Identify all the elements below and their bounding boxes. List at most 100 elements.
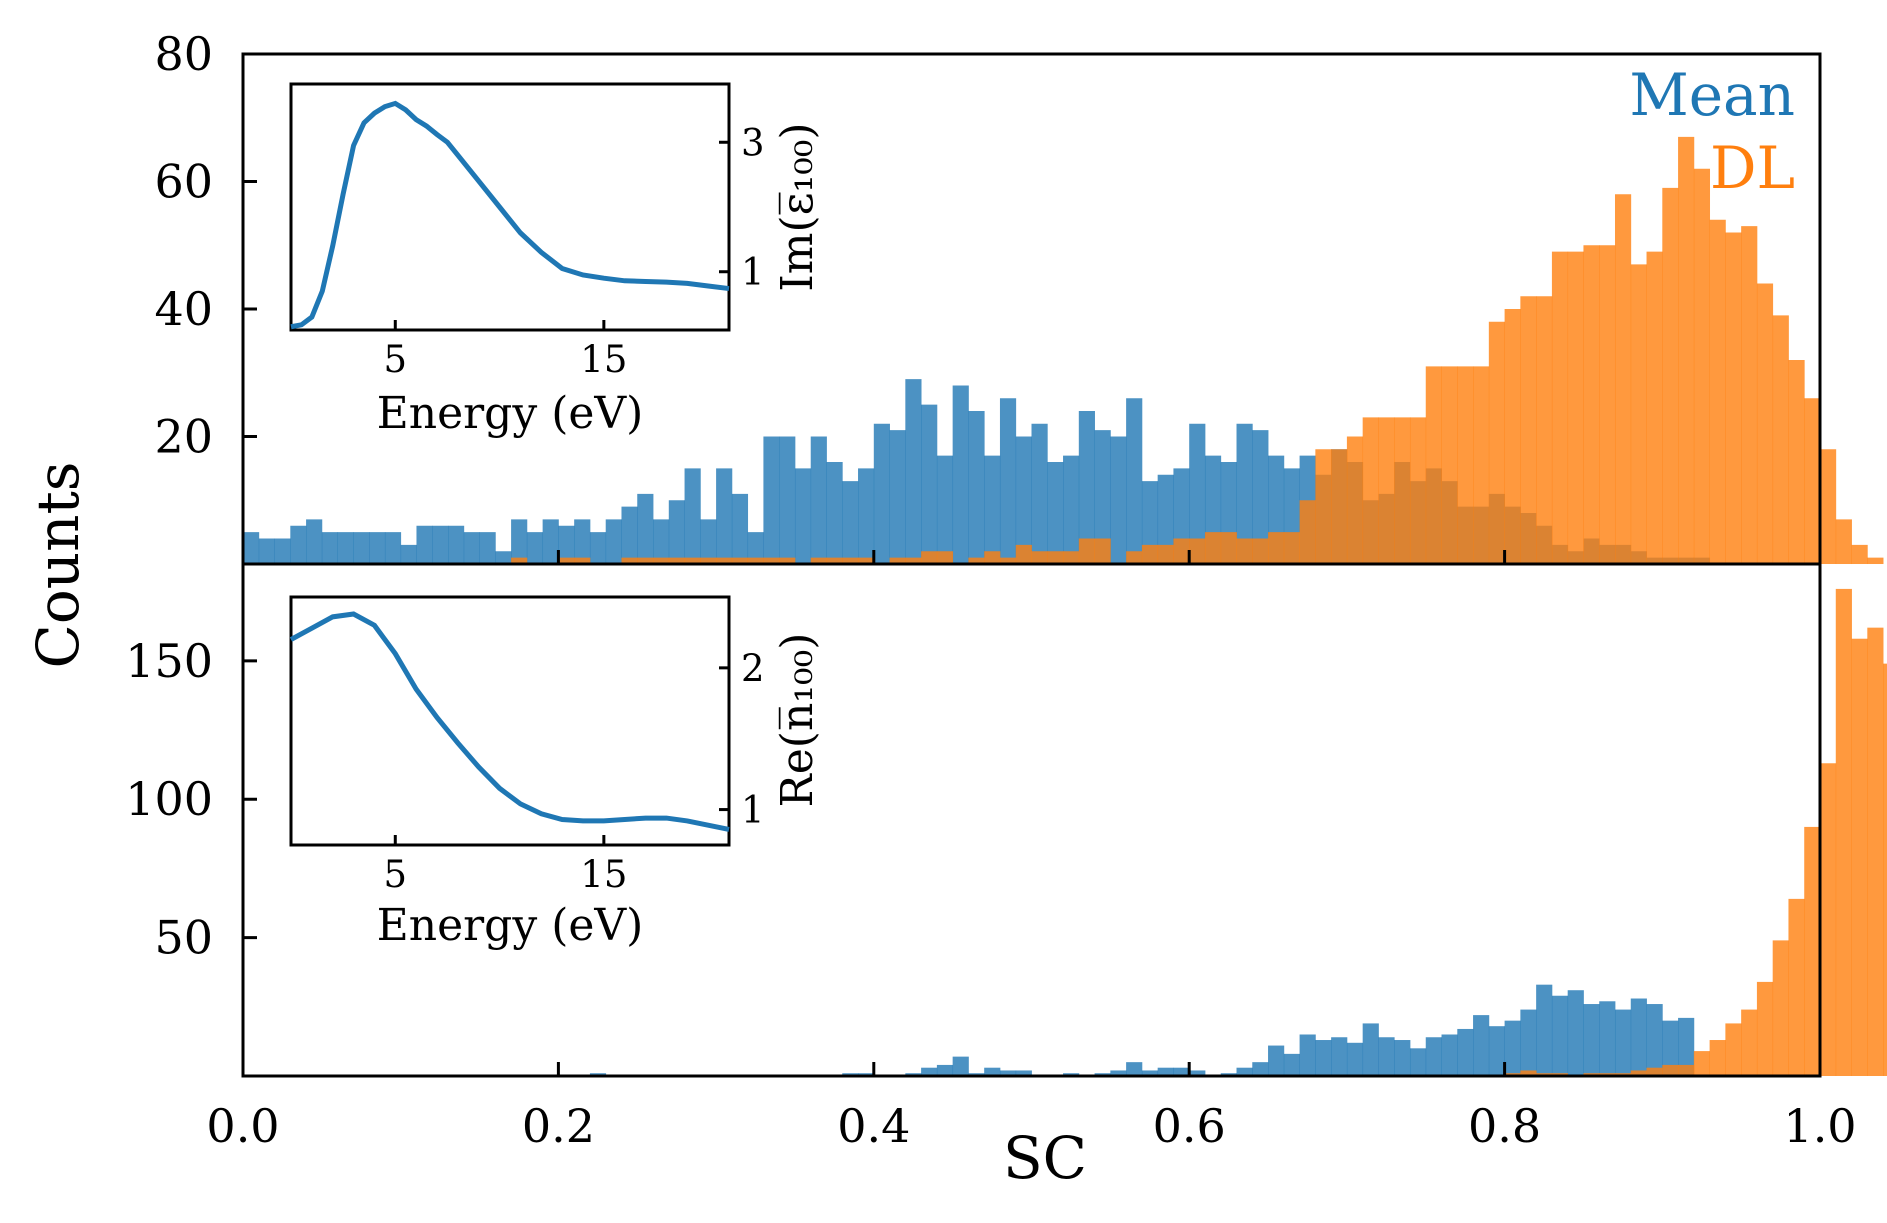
bottom-dl-bar bbox=[1867, 627, 1884, 1076]
top-mean-bar bbox=[905, 379, 922, 565]
inset-top-x-tick-label: 15 bbox=[580, 338, 627, 381]
bottom-mean-bar bbox=[1425, 1037, 1442, 1076]
top-dl-bar bbox=[1457, 366, 1474, 565]
top-mean-bar bbox=[1094, 430, 1111, 565]
bottom-dl-bar bbox=[1820, 763, 1837, 1076]
inset-bottom-x-tick-label: 15 bbox=[580, 853, 627, 896]
top-dl-bar bbox=[1252, 538, 1269, 564]
bottom-mean-bar bbox=[1583, 1004, 1600, 1076]
top-dl-bar bbox=[889, 557, 906, 565]
top-mean-bar bbox=[1047, 462, 1064, 564]
inset-top-xlabel: Energy (eV) bbox=[377, 388, 644, 439]
top-y-tick-label: 60 bbox=[154, 155, 213, 209]
bottom-mean-bar bbox=[999, 1070, 1017, 1076]
top-dl-bar bbox=[1409, 417, 1427, 565]
top-dl-bar bbox=[1599, 245, 1616, 564]
top-dl-bar bbox=[1788, 360, 1805, 564]
top-mean-bar bbox=[306, 519, 323, 565]
top-dl-bar bbox=[1441, 366, 1458, 565]
top-mean-bar bbox=[999, 398, 1017, 564]
top-dl-bar bbox=[1378, 417, 1395, 565]
bottom-y-tick-label: 150 bbox=[125, 634, 213, 688]
inset-bottom-x-tick-label: 5 bbox=[384, 853, 408, 896]
top-dl-bar bbox=[1047, 551, 1064, 564]
top-mean-bar bbox=[731, 493, 749, 565]
top-dl-bar bbox=[858, 557, 875, 565]
top-dl-bar bbox=[1236, 538, 1253, 564]
bottom-mean-bar bbox=[952, 1056, 969, 1076]
top-dl-bar bbox=[1141, 544, 1159, 565]
top-dl-bar bbox=[968, 557, 985, 565]
bottom-mean-bar bbox=[1141, 1070, 1159, 1076]
top-dl-bar bbox=[1283, 532, 1300, 565]
top-mean-bar bbox=[1063, 455, 1080, 565]
bottom-plot-frame bbox=[241, 562, 1822, 1078]
top-dl-bar bbox=[842, 557, 859, 565]
top-mean-bar bbox=[574, 519, 591, 565]
inset-bottom-panel: 5 15 1 2 Energy (eV) Re(n̅₁₀₀) bbox=[289, 595, 823, 951]
top-dl-bar bbox=[1189, 538, 1206, 564]
inset-top-line bbox=[290, 100, 730, 330]
bottom-mean-bar bbox=[1551, 995, 1569, 1076]
top-dl-bar bbox=[921, 551, 938, 564]
top-dl-bar bbox=[1473, 366, 1490, 565]
top-mean-bar bbox=[1157, 474, 1174, 564]
top-axis-ticks: 20 40 60 80 bbox=[154, 27, 1507, 564]
bottom-mean-bar bbox=[1362, 1023, 1379, 1076]
bottom-mean-bar bbox=[1441, 1034, 1458, 1076]
top-dl-bar bbox=[1031, 551, 1048, 564]
bottom-dl-bar bbox=[1725, 1023, 1742, 1076]
top-mean-bar bbox=[1189, 423, 1206, 564]
top-mean-bar bbox=[321, 532, 339, 565]
top-mean-bar bbox=[810, 436, 827, 564]
inset-top-y-tick-label: 1 bbox=[741, 251, 765, 294]
top-dl-bar bbox=[1725, 232, 1742, 564]
bottom-mean-bar bbox=[1520, 1009, 1537, 1076]
bottom-dl-bar bbox=[1756, 981, 1774, 1076]
bottom-dl-bar bbox=[1678, 1064, 1695, 1076]
top-mean-bar bbox=[290, 525, 307, 564]
top-dl-bar bbox=[1867, 557, 1884, 565]
top-mean-bar bbox=[274, 538, 291, 564]
top-dl-bar bbox=[1331, 449, 1348, 564]
bottom-mean-bar bbox=[1394, 1040, 1411, 1076]
top-mean-bar bbox=[511, 519, 528, 565]
bottom-mean-bar bbox=[1283, 1053, 1300, 1076]
top-dl-bar bbox=[558, 557, 575, 565]
bottom-mean-bar bbox=[1157, 1067, 1174, 1076]
top-dl-bar bbox=[763, 557, 780, 565]
top-dl-bar bbox=[653, 557, 670, 565]
x-tick-label: 0.0 bbox=[206, 1099, 279, 1153]
legend-mean: Mean bbox=[1629, 61, 1795, 129]
top-dl-bar bbox=[810, 557, 827, 565]
top-dl-bar bbox=[1536, 296, 1553, 564]
top-dl-bar bbox=[716, 557, 733, 565]
top-dl-bar bbox=[1315, 449, 1332, 564]
bottom-dl-bar bbox=[1646, 1067, 1663, 1076]
top-dl-bar bbox=[1268, 532, 1285, 565]
top-dl-bar bbox=[1693, 168, 1711, 564]
bottom-mean-bar bbox=[1678, 1017, 1695, 1076]
top-mean-bar bbox=[968, 411, 985, 564]
top-dl-bar bbox=[621, 557, 638, 565]
top-dl-bar bbox=[1741, 226, 1758, 565]
bottom-dl-bar bbox=[1835, 588, 1852, 1076]
x-axis-title: SC bbox=[1003, 1124, 1087, 1192]
top-mean-bar bbox=[952, 385, 969, 564]
bottom-dl-bar bbox=[1630, 1070, 1647, 1076]
inset-top-ylabel: Im(ε̅₁₀₀) bbox=[772, 122, 823, 291]
inset-top-background bbox=[289, 82, 731, 332]
top-mean-bar bbox=[432, 525, 449, 564]
top-dl-bar bbox=[1662, 187, 1679, 565]
inset-top-y-tick-label: 3 bbox=[741, 121, 765, 164]
top-dl-bar bbox=[1835, 519, 1852, 565]
top-mean-bar bbox=[653, 519, 670, 565]
top-mean-bar bbox=[558, 525, 575, 564]
bottom-mean-bar bbox=[1331, 1037, 1348, 1076]
top-dl-bar bbox=[511, 557, 528, 565]
top-mean-bar bbox=[621, 506, 638, 565]
inset-bottom-xlabel: Energy (eV) bbox=[377, 900, 644, 951]
bottom-mean-bar bbox=[1567, 990, 1584, 1076]
top-mean-bar bbox=[984, 455, 1001, 565]
bottom-mean-bar bbox=[1252, 1062, 1269, 1076]
